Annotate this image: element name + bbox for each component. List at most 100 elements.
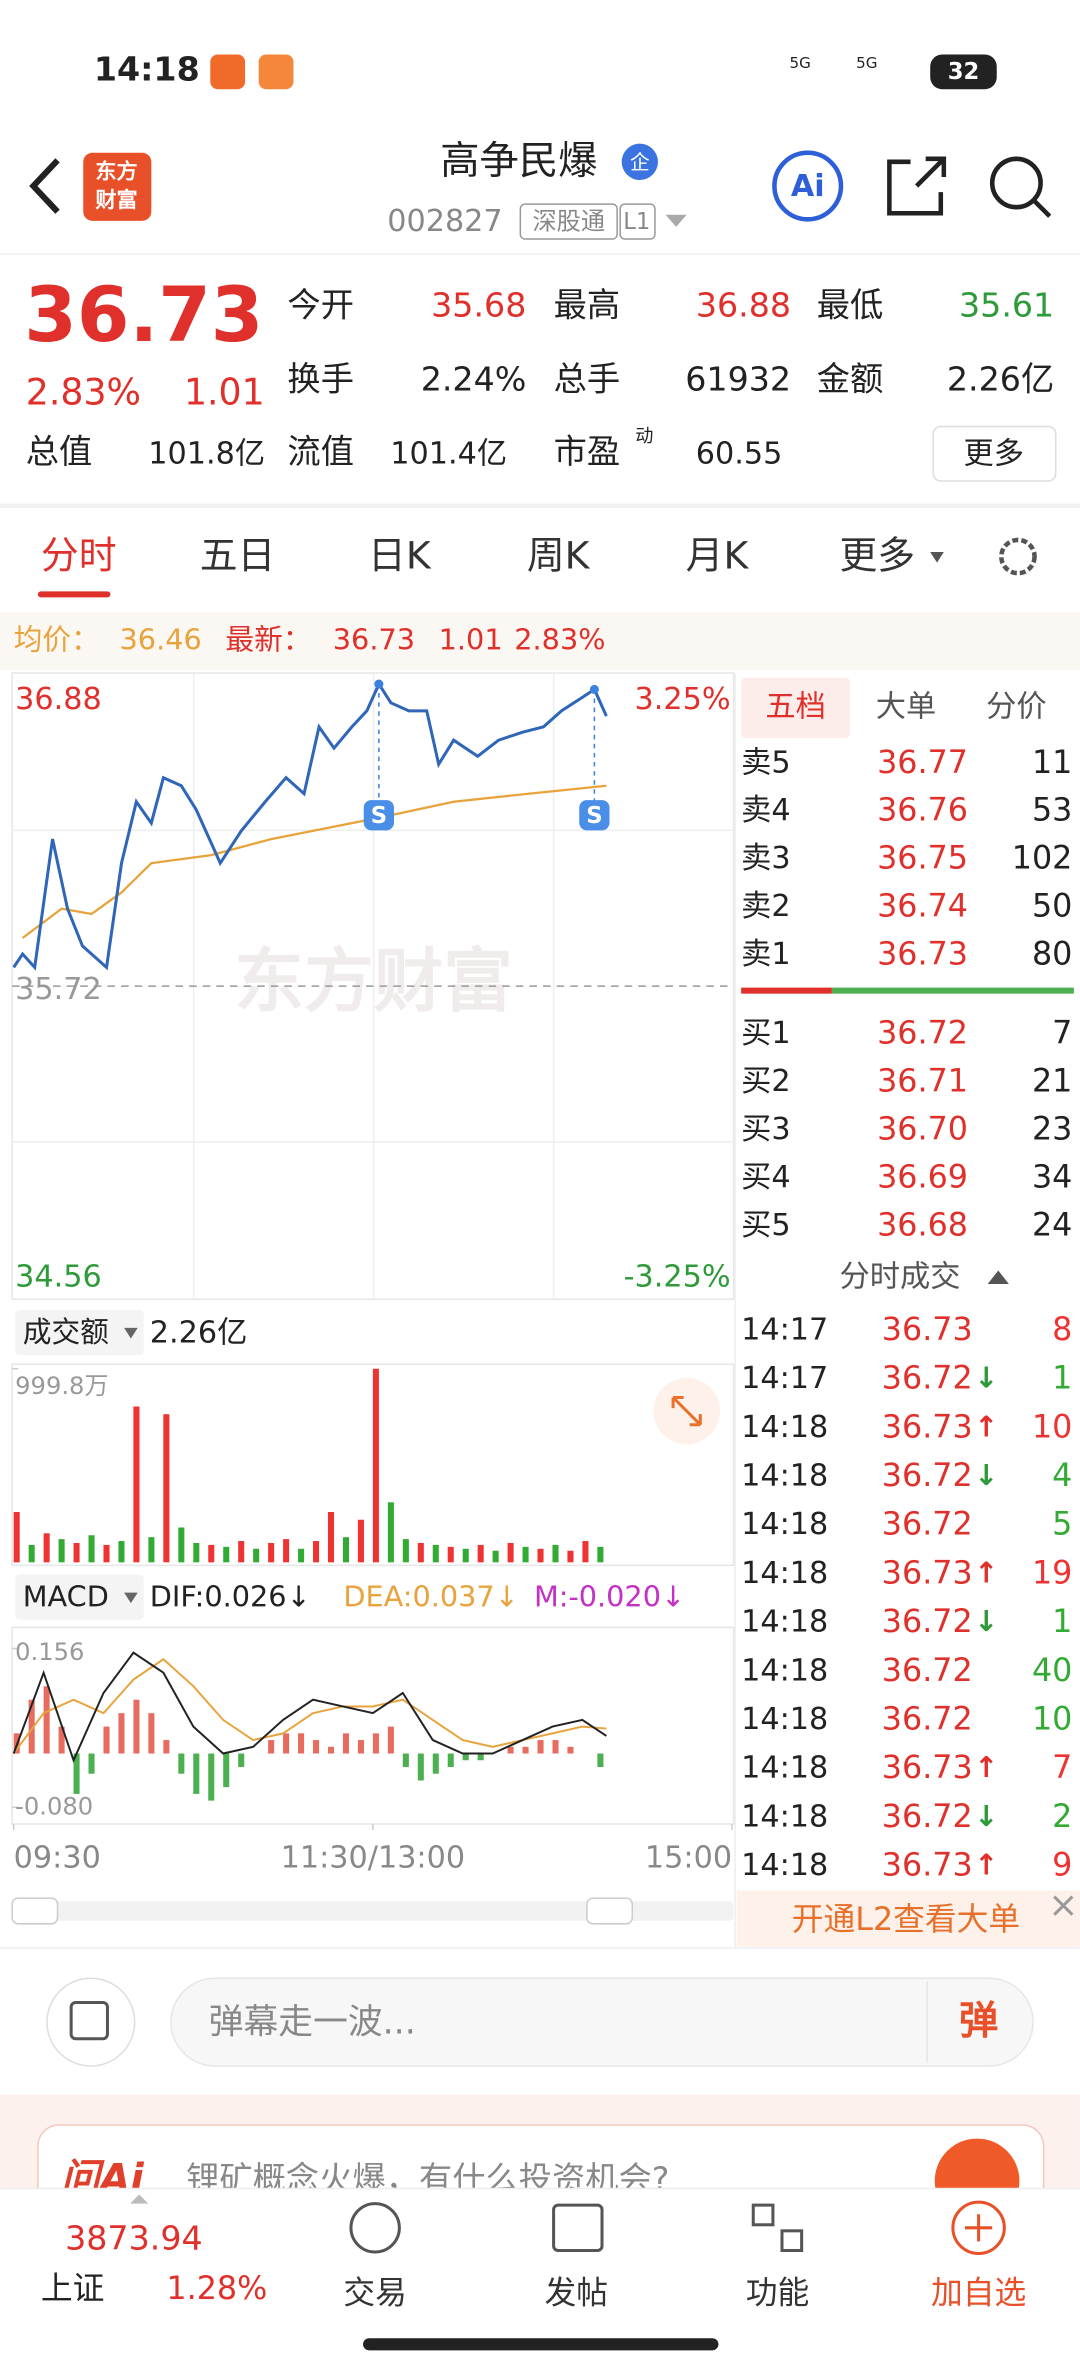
logo-text: 财富 bbox=[95, 187, 137, 212]
comment-glyph bbox=[69, 2000, 109, 2041]
tab[interactable]: 日K bbox=[368, 534, 432, 578]
volume-bar bbox=[313, 1541, 320, 1563]
field-value: 61932 bbox=[685, 360, 791, 399]
slider-handle[interactable] bbox=[11, 1897, 59, 1925]
summary-bg bbox=[0, 612, 1080, 671]
volume-bar bbox=[88, 1535, 95, 1563]
macd-bar bbox=[178, 1753, 185, 1774]
comment-icon[interactable] bbox=[46, 1977, 136, 2067]
macd-bar bbox=[342, 1733, 349, 1754]
book-label: 卖4 bbox=[741, 793, 790, 828]
book-vol: 21 bbox=[1032, 1063, 1072, 1099]
volume-bar bbox=[73, 1542, 80, 1563]
dif-label: DIF:0.026↓ bbox=[150, 1580, 311, 1614]
field-label: 最高 bbox=[554, 286, 621, 325]
x-tick-label: 09:30 bbox=[14, 1840, 101, 1875]
tab[interactable]: 周K bbox=[527, 534, 591, 578]
volume-bar bbox=[223, 1546, 230, 1563]
nav-icon bbox=[951, 2200, 1006, 2256]
search-button[interactable] bbox=[989, 156, 1043, 210]
volume-selector[interactable] bbox=[15, 1309, 144, 1356]
dropdown[interactable] bbox=[665, 214, 687, 227]
more-button[interactable] bbox=[932, 425, 1057, 482]
tab[interactable]: 更多 bbox=[839, 534, 915, 578]
trade-time: 14:18 bbox=[741, 1799, 828, 1834]
index-change[interactable]: 1.28% bbox=[166, 2271, 267, 2307]
book-vol: 53 bbox=[1032, 793, 1072, 829]
range-slider[interactable] bbox=[12, 1901, 734, 1921]
volume-bar bbox=[193, 1542, 200, 1563]
macd-bar bbox=[298, 1733, 305, 1754]
danmaku-button[interactable]: 弹 bbox=[959, 1999, 998, 2044]
trade-time: 14:18 bbox=[741, 1751, 828, 1786]
volume-bar bbox=[58, 1539, 65, 1563]
nav-label[interactable]: 交易 bbox=[343, 2275, 407, 2311]
marker-dot bbox=[374, 679, 384, 689]
trade-time: 14:17 bbox=[741, 1361, 828, 1396]
m-label: M:-0.020↓ bbox=[534, 1580, 685, 1614]
index-name[interactable]: 上证 bbox=[41, 2271, 104, 2307]
trade-vol: 7 bbox=[1052, 1750, 1072, 1786]
y-tick-label: 999.8万 bbox=[15, 1372, 108, 1400]
l2-promo-bg[interactable] bbox=[736, 1890, 1080, 1947]
trades-title: 分时成交 bbox=[839, 1260, 960, 1295]
y-tick-label: 34.56 bbox=[15, 1260, 102, 1295]
volume-bar bbox=[567, 1550, 574, 1563]
ai-button[interactable] bbox=[772, 150, 844, 222]
macd-bar bbox=[402, 1753, 409, 1767]
book-vol: 24 bbox=[1032, 1207, 1072, 1243]
marker-label: S bbox=[586, 803, 602, 829]
book-tab[interactable]: 分价 bbox=[986, 689, 1046, 724]
macd-bar bbox=[372, 1733, 379, 1754]
trade-time: 14:18 bbox=[741, 1653, 828, 1688]
share-button[interactable] bbox=[887, 156, 947, 216]
macd-bar bbox=[417, 1753, 424, 1781]
trade-time: 14:18 bbox=[741, 1848, 828, 1883]
volume-bar bbox=[387, 1502, 394, 1563]
status-time: 14:18 bbox=[94, 50, 200, 89]
trade-arrow: ↑ bbox=[974, 1848, 998, 1882]
index-value[interactable]: 3873.94 bbox=[65, 2218, 203, 2257]
volume-bar bbox=[163, 1414, 170, 1563]
stock-name: 高争民爆 bbox=[440, 139, 597, 184]
book-tab[interactable]: 五档 bbox=[765, 689, 825, 724]
logo-text: 东方 bbox=[95, 158, 137, 183]
battery-level: 32 bbox=[948, 59, 980, 85]
nav-label[interactable]: 功能 bbox=[746, 2275, 810, 2311]
tab[interactable]: 月K bbox=[686, 534, 750, 578]
macd-bar bbox=[283, 1733, 290, 1754]
search-handle bbox=[1032, 199, 1052, 218]
trade-arrow: ↓ bbox=[974, 1604, 998, 1638]
volume-bar bbox=[522, 1546, 529, 1563]
sort-arrow bbox=[987, 1270, 1009, 1285]
trade-vol: 2 bbox=[1052, 1799, 1072, 1835]
book-tab[interactable]: 大单 bbox=[876, 689, 936, 724]
macd-bar bbox=[133, 1699, 140, 1754]
volume-bar bbox=[447, 1546, 454, 1563]
l2-promo[interactable]: 开通L2查看大单 bbox=[792, 1902, 1020, 1938]
book-price: 36.68 bbox=[877, 1207, 968, 1243]
divider bbox=[0, 503, 1080, 509]
trade-vol: 40 bbox=[1032, 1653, 1072, 1689]
macd-bar bbox=[552, 1740, 559, 1754]
comment-input[interactable] bbox=[170, 1977, 1034, 2067]
settings-button[interactable] bbox=[999, 537, 1037, 576]
nav-label[interactable]: 发帖 bbox=[545, 2275, 609, 2311]
close-button[interactable] bbox=[1053, 1895, 1074, 1916]
nav-label[interactable]: 加自选 bbox=[931, 2275, 1026, 2311]
book-label: 卖5 bbox=[741, 745, 790, 780]
back-button[interactable] bbox=[29, 158, 60, 214]
tab[interactable]: 分时 bbox=[41, 534, 117, 578]
macd-selector[interactable] bbox=[15, 1574, 144, 1620]
volume-bar bbox=[327, 1511, 335, 1563]
tab[interactable]: 五日 bbox=[200, 534, 276, 578]
macd-bar bbox=[462, 1753, 469, 1761]
volume-bar bbox=[253, 1548, 260, 1563]
tag-text: 深股通 bbox=[532, 207, 605, 235]
dropdown bbox=[930, 552, 944, 563]
tab-indicator bbox=[37, 591, 111, 598]
tabs: 分时 五日 日K 周K 月K 更多 bbox=[41, 534, 944, 578]
book-label: 卖2 bbox=[741, 889, 790, 924]
expand-icon bbox=[671, 1395, 702, 1427]
slider-handle[interactable] bbox=[586, 1897, 634, 1925]
